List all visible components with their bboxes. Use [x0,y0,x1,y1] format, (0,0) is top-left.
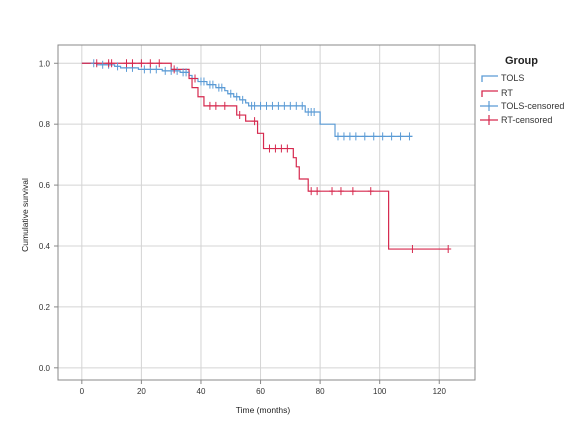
censor-mark-tols [275,101,282,110]
censor-mark-tols [379,132,386,141]
censor-mark-rt [284,144,291,153]
censor-mark-tols [183,68,190,77]
legend-item-tols-censored: TOLS-censored [480,101,564,111]
y-tick-label: 0.4 [39,242,51,251]
censor-mark-tols [200,77,207,86]
chart-grid [58,45,475,380]
censor-mark-tols [233,92,240,101]
censor-mark-tols [299,101,306,110]
x-axis-label: Time (months) [236,405,291,415]
censor-mark-tols [174,66,181,75]
censor-mark-rt [272,144,279,153]
censor-mark-rt [212,101,219,110]
survival-curves [81,62,449,250]
x-tick-label: 0 [80,387,85,396]
censor-mark-tols [239,95,246,104]
y-tick-label: 0.0 [39,364,51,373]
x-axis-ticks: 0 20 40 60 80 100 120 [80,380,447,396]
censor-mark-tols [168,66,175,75]
legend-item-rt: RT [481,88,513,98]
censor-mark-tols [346,132,353,141]
censor-mark-rt [206,101,213,110]
censor-mark-rt [93,59,100,68]
plot-frame [57,44,476,381]
legend-label-rt-censored: RT-censored [501,115,552,125]
censor-mark-tols [269,101,276,110]
censor-mark-rt [108,59,115,68]
censor-mark-rt [129,59,136,68]
censor-mark-rt [445,245,452,254]
legend-item-rt-censored: RT-censored [480,115,552,125]
legend-title: Group [505,55,538,67]
censor-mark-rt [278,144,285,153]
censor-mark-rt [349,187,356,196]
censor-mark-rt [337,187,344,196]
x-tick-label: 120 [433,387,447,396]
y-axis-ticks: 0.0 0.2 0.4 0.6 0.8 1.0 [39,59,58,373]
censor-mark-tols [227,89,234,98]
y-tick-label: 0.2 [39,303,51,312]
censor-mark-tols [293,101,300,110]
legend-swatch-tols [481,75,498,82]
x-tick-label: 80 [316,387,325,396]
censor-mark-tols [287,101,294,110]
censor-mark-tols [218,83,225,92]
censor-mark-tols [352,132,359,141]
censor-mark-tols [209,80,216,89]
y-tick-label: 0.6 [39,181,51,190]
censor-mark-tols [257,101,264,110]
censor-mark-tols [281,101,288,110]
censor-mark-rt [251,117,258,126]
censor-mark-tols [141,65,148,74]
censor-mark-tols [311,108,318,116]
x-tick-label: 100 [373,387,387,396]
legend-item-tols: TOLS [481,73,524,83]
censor-mark-tols [153,65,160,74]
censor-mark-tols [370,132,377,141]
x-tick-label: 60 [256,387,265,396]
censor-mark-tols [99,60,106,69]
censor-mark-rt [171,65,178,74]
censor-mark-tols [388,132,395,141]
censor-mark-tols [361,132,368,141]
curve-rt [81,62,449,250]
legend-label-tols-censored: TOLS-censored [501,101,564,111]
censor-mark-rt [147,59,154,68]
censor-mark-rt [308,187,315,196]
censor-marks [90,59,452,254]
censor-mark-tols [397,132,404,141]
censor-mark-tols [162,66,169,75]
censor-mark-rt [236,111,243,120]
censor-mark-tols [334,132,341,141]
legend-label-rt: RT [501,88,513,98]
x-tick-label: 20 [137,387,146,396]
y-axis-label: Cumulative survival [20,178,30,252]
legend-swatch-tols-censored [480,101,498,111]
censor-mark-rt [156,59,163,68]
legend: Group TOLS RT TOLS-censored RT-censored [480,55,564,125]
censor-mark-rt [138,59,145,68]
censor-mark-rt [329,187,336,196]
censor-mark-rt [367,187,374,196]
censor-mark-rt [266,144,273,153]
censor-mark-rt [123,59,130,68]
legend-label-tols: TOLS [501,73,524,83]
censor-mark-tols [251,101,258,110]
censor-mark-tols [114,62,121,71]
censor-mark-rt [314,187,321,196]
y-tick-label: 0.8 [39,120,51,129]
censor-mark-rt [221,101,228,110]
y-tick-label: 1.0 [39,59,51,68]
legend-swatch-rt-censored [480,115,498,125]
x-tick-label: 40 [197,387,206,396]
censor-mark-rt [409,245,416,254]
censor-mark-tols [406,132,413,141]
curve-tols [81,62,413,137]
censor-mark-tols [263,101,270,110]
censor-mark-tols [340,132,347,141]
censor-mark-rt [192,74,199,83]
legend-swatch-rt [481,90,498,97]
